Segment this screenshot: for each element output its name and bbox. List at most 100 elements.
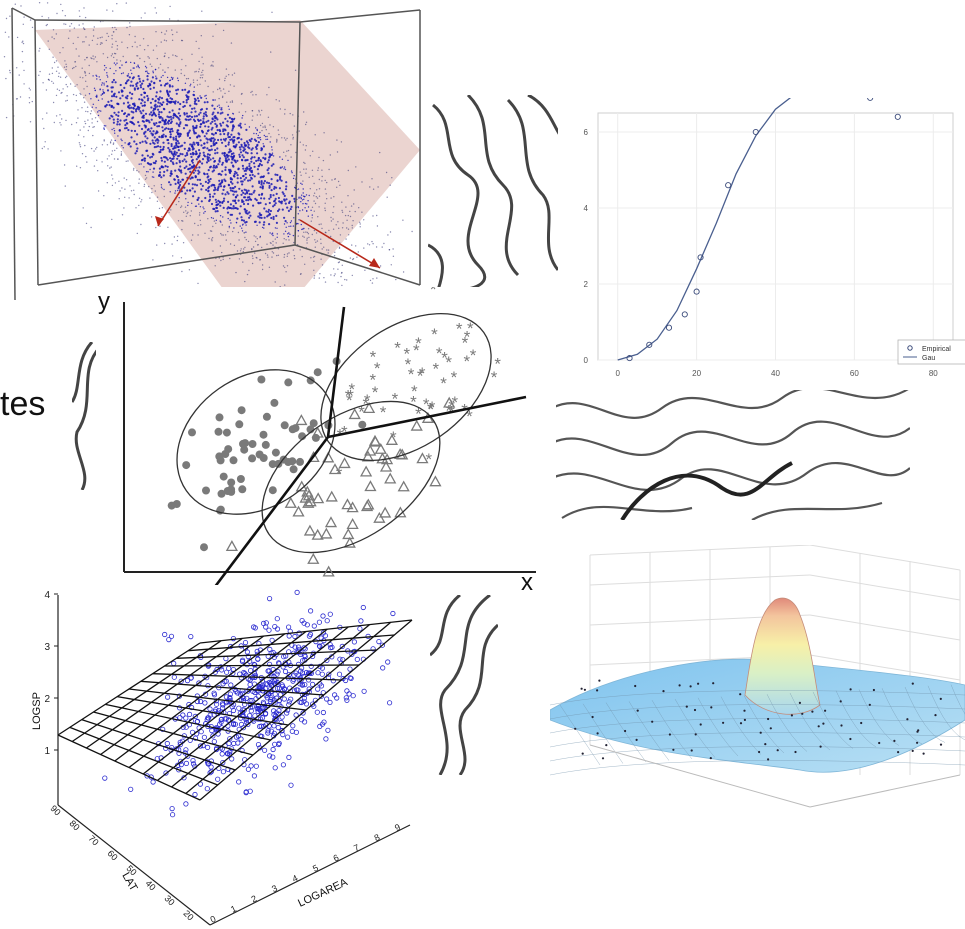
cloud-point: [261, 226, 264, 229]
cloud-point: [189, 189, 192, 192]
cloud-point: [192, 79, 195, 81]
cluster-star-point: *: [464, 328, 471, 347]
cloud-point: [172, 138, 175, 141]
cloud-point: [175, 151, 178, 154]
cloud-point: [153, 146, 156, 149]
y-tick-label: 60: [106, 848, 120, 862]
legend-label: Empirical: [922, 346, 951, 353]
cloud-point: [93, 58, 95, 60]
cloud-point: [258, 111, 260, 113]
cloud-point: [52, 82, 55, 84]
cloud-point: [145, 177, 148, 179]
cloud-point: [168, 101, 171, 104]
cloud-point: [231, 129, 234, 132]
cloud-point: [242, 114, 244, 117]
cloud-point: [132, 107, 135, 110]
x-tick-label: 3: [270, 883, 279, 894]
cloud-point: [176, 31, 178, 33]
empirical-point: [752, 128, 759, 136]
empirical-point: [894, 113, 901, 120]
cloud-point: [247, 179, 250, 182]
cloud-point: [239, 151, 243, 154]
cloud-point: [210, 139, 213, 143]
surface-dot: [591, 715, 594, 719]
cloud-point: [179, 180, 182, 183]
cloud-point: [192, 153, 195, 156]
cloud-point: [240, 193, 243, 196]
surface-mesh-line: [550, 760, 965, 776]
cloud-point: [149, 101, 152, 104]
cloud-point: [206, 158, 209, 161]
surface-dot: [685, 705, 688, 708]
cloud-point: [133, 102, 136, 105]
cloud-point: [85, 74, 87, 77]
cloud-point: [91, 106, 94, 108]
cloud-point: [188, 136, 192, 140]
cloud-point: [318, 156, 320, 159]
surface-dot: [743, 718, 746, 721]
cloud-point: [271, 146, 273, 148]
cloud-point: [166, 165, 169, 168]
cloud-point: [246, 273, 249, 276]
cloud-point: [137, 87, 140, 90]
cloud-point: [301, 199, 304, 201]
cloud-point: [276, 254, 278, 257]
cloud-point: [101, 36, 103, 38]
cloud-point: [201, 56, 203, 58]
regression-point: [240, 725, 246, 731]
cloud-point: [184, 82, 187, 85]
cloud-point: [99, 20, 102, 23]
cloud-point: [139, 84, 142, 87]
cloud-point: [258, 221, 261, 224]
cloud-point: [313, 210, 315, 212]
regression-point: [226, 665, 232, 672]
cloud-point: [156, 200, 159, 202]
cloud-point: [91, 122, 93, 124]
cloud-point: [328, 229, 330, 232]
regression-point: [316, 619, 322, 625]
cloud-point: [109, 67, 111, 70]
cloud-point: [274, 281, 276, 283]
cloud-point: [325, 232, 327, 234]
cloud-point: [341, 211, 344, 213]
cloud-point: [284, 108, 286, 111]
cloud-point: [212, 142, 215, 145]
cluster-triangle-point: [369, 435, 382, 447]
cloud-point: [266, 138, 269, 140]
cluster-star-point: *: [392, 389, 399, 408]
decision-boundaries: [209, 306, 527, 592]
cloud-point: [221, 224, 223, 226]
cloud-point: [230, 213, 234, 216]
cloud-point: [160, 176, 163, 179]
cloud-point: [79, 92, 81, 95]
cloud-point: [143, 49, 146, 51]
legend-label: Gau: [922, 355, 935, 362]
cloud-point: [170, 209, 172, 211]
cloud-point: [207, 187, 210, 190]
regression-point: [319, 671, 325, 677]
cloud-point: [218, 257, 220, 259]
cloud-point: [283, 256, 285, 258]
cloud-point: [254, 240, 257, 243]
cloud-point: [170, 127, 174, 130]
surface-dot: [878, 741, 881, 745]
cloud-point: [263, 197, 266, 200]
cloud-point: [363, 219, 365, 221]
cloud-point: [234, 195, 238, 199]
cloud-point: [112, 142, 115, 144]
cloud-point: [71, 67, 74, 70]
cloud-point: [268, 212, 271, 216]
cloud-point: [299, 210, 301, 212]
cloud-point: [199, 219, 201, 222]
cloud-point: [112, 178, 114, 180]
regression-point: [205, 715, 211, 721]
cloud-point: [190, 115, 194, 119]
surface-dot: [690, 749, 693, 752]
cloud-point: [303, 161, 305, 164]
cloud-point: [39, 47, 41, 50]
regression-point: [227, 691, 233, 697]
cloud-point: [125, 179, 128, 181]
cloud-point: [55, 33, 57, 35]
regression-axes: [57, 595, 411, 926]
cloud-point: [216, 129, 219, 132]
